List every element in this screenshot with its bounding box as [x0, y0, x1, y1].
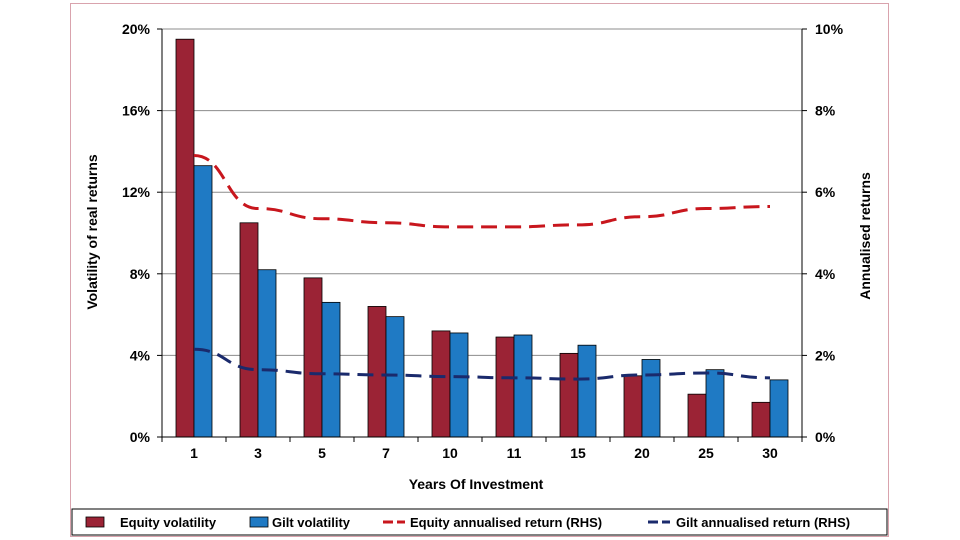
chart-frame: [70, 3, 889, 537]
x-tick-label: 25: [698, 445, 714, 461]
y-left-tick-label: 20%: [122, 21, 151, 37]
x-tick-label: 5: [318, 445, 326, 461]
y-left-tick-label: 4%: [130, 347, 151, 363]
bar-gilt-volatility: [577, 344, 597, 438]
x-tick-label: 30: [762, 445, 778, 461]
y-right-tick-label: 6%: [815, 184, 836, 200]
bar-gilt-volatility: [257, 269, 277, 438]
x-tick-label: 15: [570, 445, 586, 461]
bar-gilt-volatility: [449, 332, 469, 438]
tick-labels: 0% 0% 4% 2% 8% 4% 12% 6% 16% 8% 20% 10% 1 3 5 7 10 11 15 20…: [122, 21, 844, 461]
gilt-return-line: [193, 347, 771, 381]
y-right-tick-label: 10%: [815, 21, 844, 37]
bar-gilt-volatility: [641, 359, 661, 438]
bar-equity-volatility: [367, 306, 387, 438]
bars: [175, 38, 789, 438]
y-axis-right-label: Annualised returns: [857, 172, 873, 300]
y-right-tick-label: 4%: [815, 266, 836, 282]
legend-swatch: [85, 516, 105, 528]
x-tick-label: 1: [190, 445, 198, 461]
bar-equity-volatility: [751, 401, 771, 438]
x-tick-label: 10: [442, 445, 458, 461]
bar-gilt-volatility: [385, 316, 405, 438]
x-tick-label: 20: [634, 445, 650, 461]
legend-label: Gilt annualised return (RHS): [676, 515, 850, 530]
bar-equity-volatility: [431, 330, 451, 438]
legend-label: Equity volatility: [120, 515, 217, 530]
equity-return-line: [193, 153, 771, 229]
bar-equity-volatility: [303, 277, 323, 438]
lines: [193, 153, 771, 381]
axes: [157, 28, 807, 442]
y-axis-left-label: Volatility of real returns: [84, 154, 100, 310]
bar-equity-volatility: [175, 38, 195, 438]
legend-box: [71, 508, 888, 536]
bar-gilt-volatility: [513, 334, 533, 438]
y-right-tick-label: 8%: [815, 103, 836, 119]
legend: Equity volatility Gilt volatility Equity a…: [71, 508, 888, 536]
legend-swatch: [249, 516, 269, 528]
x-tick-label: 7: [382, 445, 390, 461]
bar-gilt-volatility: [705, 369, 725, 438]
bar-equity-volatility: [687, 393, 707, 438]
bar-gilt-volatility: [321, 301, 341, 438]
legend-label: Equity annualised return (RHS): [410, 515, 602, 530]
y-left-tick-label: 16%: [122, 103, 151, 119]
bar-gilt-volatility: [769, 379, 789, 438]
x-tick-label: 3: [254, 445, 262, 461]
bar-equity-volatility: [495, 336, 515, 438]
y-left-tick-label: 12%: [122, 184, 151, 200]
bar-gilt-volatility: [193, 165, 213, 438]
y-right-tick-label: 0%: [815, 429, 836, 445]
x-axis-label: Years Of Investment: [409, 476, 544, 492]
bar-equity-volatility: [623, 375, 643, 438]
y-left-tick-label: 8%: [130, 266, 151, 282]
x-tick-label: 11: [507, 445, 522, 461]
bar-equity-volatility: [559, 352, 579, 438]
y-left-tick-label: 0%: [130, 429, 151, 445]
y-right-tick-label: 2%: [815, 347, 836, 363]
legend-label: Gilt volatility: [272, 515, 351, 530]
bar-equity-volatility: [239, 222, 259, 438]
